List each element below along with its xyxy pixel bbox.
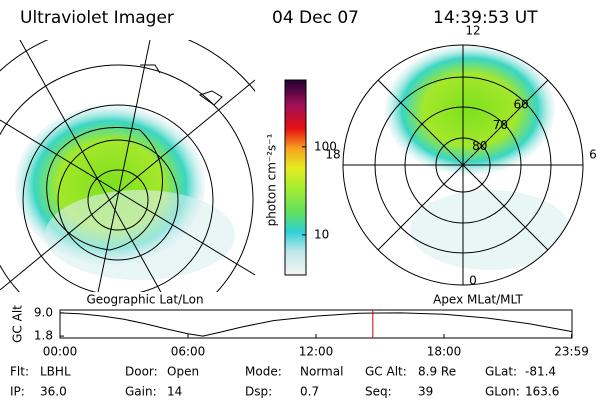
footer-label: GLon:	[485, 385, 520, 399]
footer-label: Flt:	[10, 365, 29, 379]
x-tick-label: 23:59	[554, 345, 589, 359]
footer-label: Gain:	[125, 385, 157, 399]
geographic-image	[0, 40, 255, 292]
lat-label: 70	[493, 118, 508, 132]
footer-value: 163.6	[525, 385, 559, 399]
footer-value: LBHL	[40, 365, 71, 379]
footer-label: Seq:	[365, 385, 392, 399]
footer-value: Open	[167, 365, 199, 379]
footer-value: 36.0	[40, 385, 67, 399]
colorbar-tick-label: 100	[314, 139, 337, 153]
footer-label: Mode:	[245, 365, 282, 379]
lat-label: 80	[472, 139, 487, 153]
footer-label: Dsp:	[245, 385, 272, 399]
footer-label: Door:	[125, 365, 158, 379]
footer-label: GC Alt:	[365, 365, 407, 379]
colorbar-tick-label: 10	[314, 227, 329, 241]
footer-value: 0.7	[300, 385, 319, 399]
altitude-ylabel: GC Alt	[11, 305, 25, 343]
date: 04 Dec 07	[272, 8, 359, 28]
x-tick-label: 00:00	[43, 345, 78, 359]
footer-value: 14	[167, 385, 182, 399]
colorbar	[284, 79, 307, 276]
colorbar-label: photon cm⁻²s⁻¹	[265, 133, 279, 226]
altitude-curve	[59, 312, 573, 337]
altitude-frame	[59, 309, 573, 339]
x-tick-label: 18:00	[427, 345, 462, 359]
mlt-label: 12	[465, 24, 480, 38]
left-caption: Geographic Lat/Lon	[86, 293, 203, 307]
mlt-label: 0	[469, 274, 477, 288]
footer-value: -81.4	[525, 365, 556, 379]
footer-value: 8.9 Re	[418, 365, 456, 379]
y-tick-label: 1.8	[34, 329, 53, 343]
footer-value: 39	[418, 385, 433, 399]
time: 14:39:53 UT	[433, 8, 538, 28]
magnetic-image	[385, 45, 570, 270]
y-tick-label: 9.0	[34, 305, 53, 319]
footer-label: GLat:	[485, 365, 517, 379]
lat-label: 60	[514, 97, 529, 111]
x-tick-label: 12:00	[299, 345, 334, 359]
footer-value: Normal	[300, 365, 343, 379]
mlt-label: 6	[589, 148, 597, 162]
footer-label: IP:	[10, 385, 25, 399]
magnetic-grid	[342, 44, 584, 286]
mlt-label: 18	[325, 148, 340, 162]
title: Ultraviolet Imager	[20, 8, 174, 28]
right-caption: Apex MLat/MLT	[433, 293, 523, 307]
x-tick-label: 06:00	[171, 345, 206, 359]
